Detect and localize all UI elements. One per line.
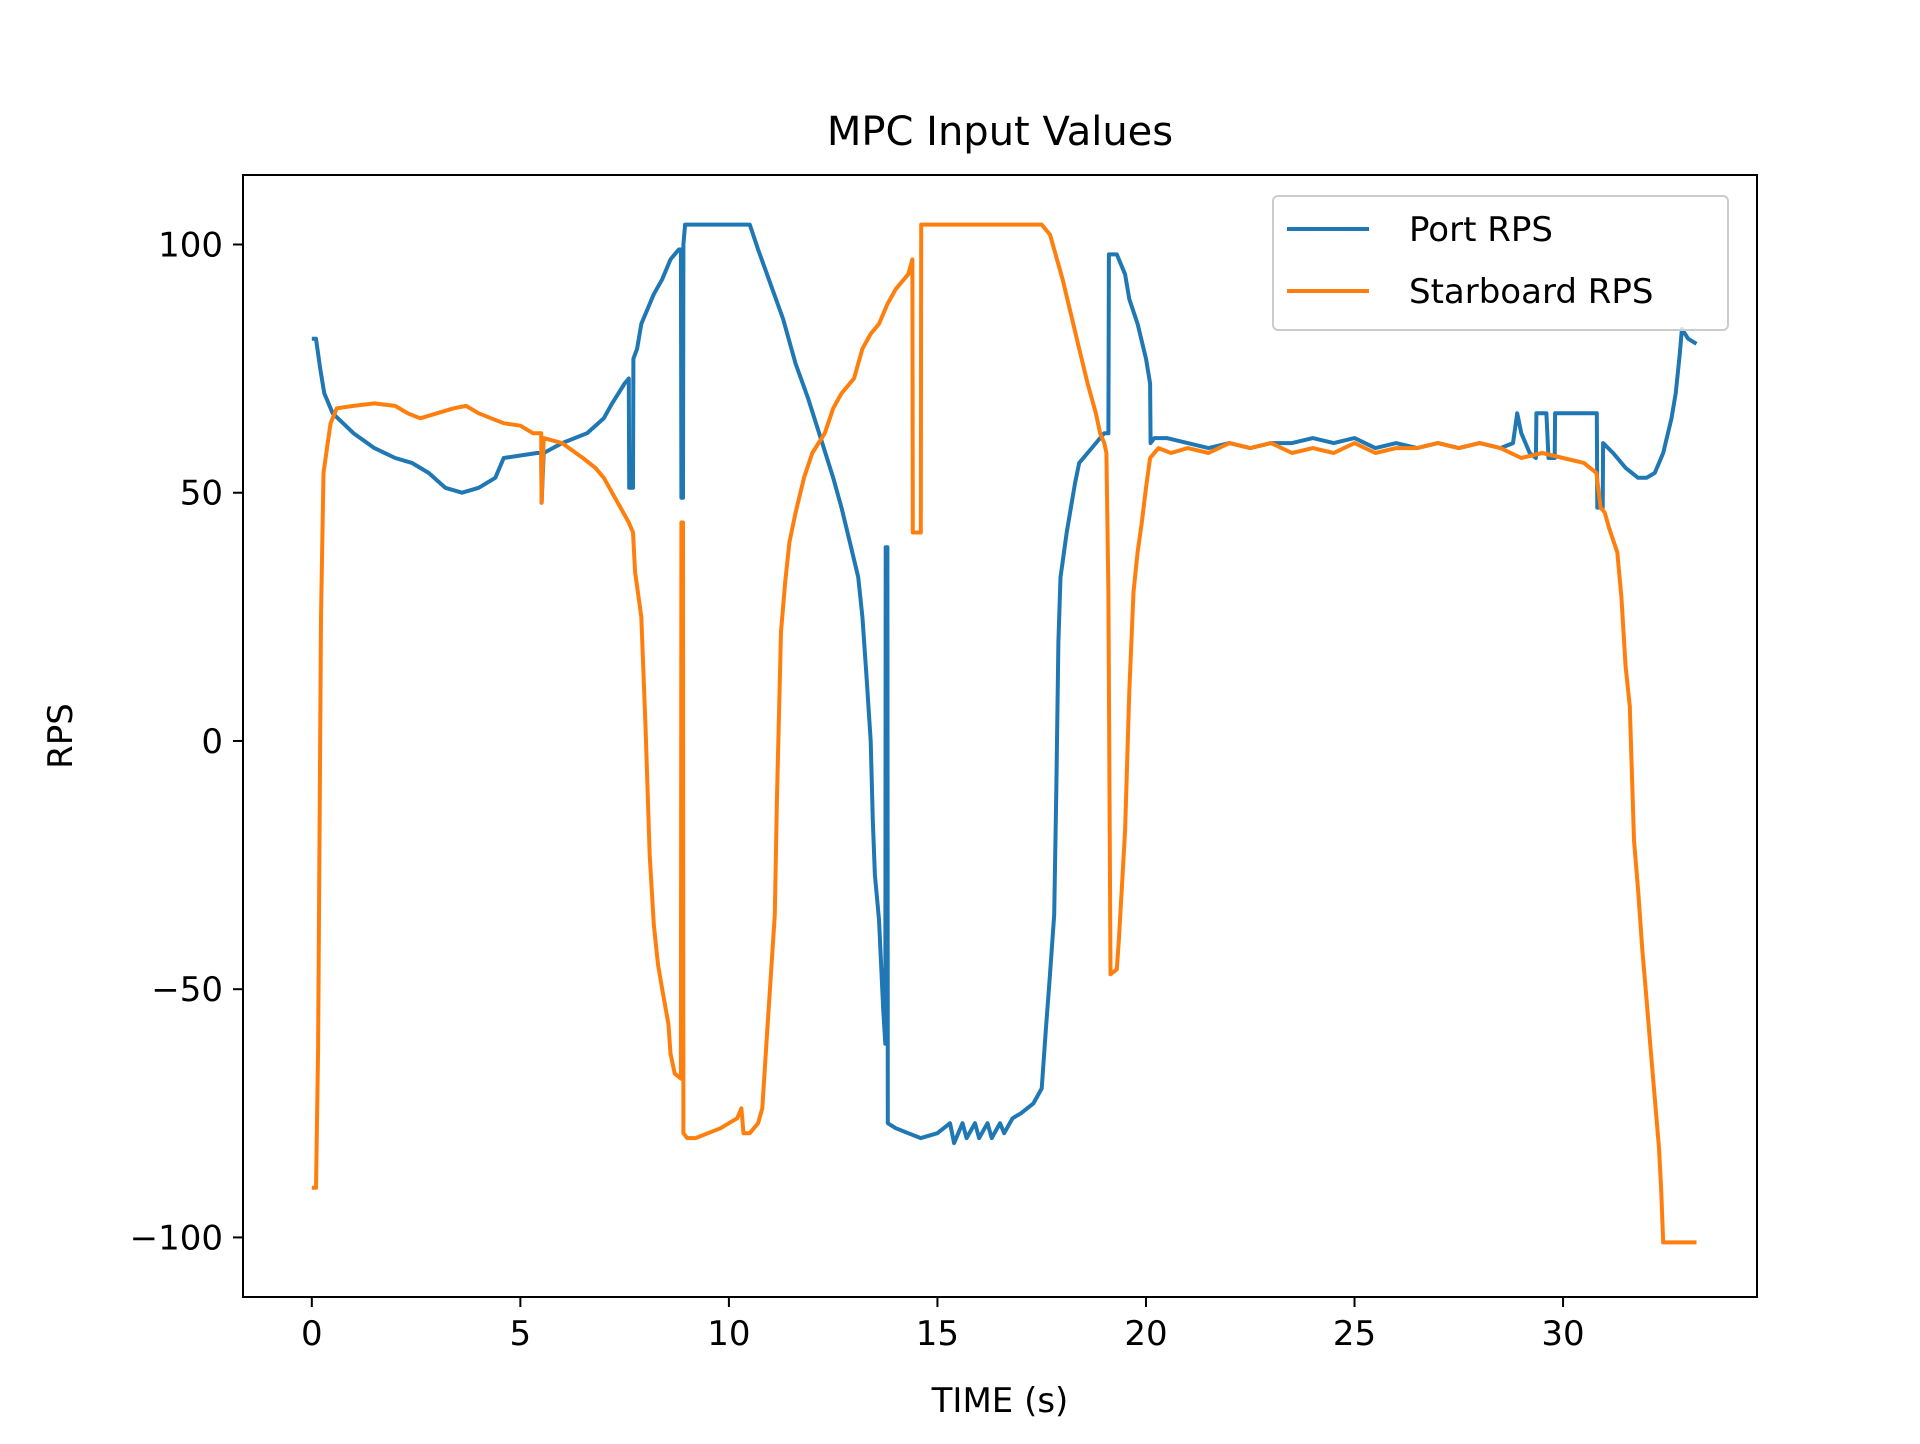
y-tick-label: 0 [201,722,223,762]
y-tick-label: 50 [180,474,223,514]
y-tick-label: −50 [151,970,223,1010]
x-tick-label: 30 [1541,1314,1584,1354]
series-line-0 [311,222,1698,1146]
series-layer [311,222,1698,1245]
y-tick-label: −100 [130,1218,223,1258]
legend-box [1272,195,1729,331]
y-axis-label: RPS [41,703,81,769]
chart-title: MPC Input Values [827,109,1173,155]
legend-label-starboard: Starboard RPS [1409,272,1653,312]
x-tick-label: 10 [707,1314,750,1354]
x-tick-label: 20 [1124,1314,1167,1354]
axes: 0 5 10 15 20 25 30 100 50 0 −50 −100 [130,174,1758,1354]
x-tick-label: 5 [510,1314,532,1354]
series-line-1 [311,222,1697,1245]
x-tick-label: 0 [301,1314,323,1354]
legend: Port RPS Starboard RPS [1272,195,1729,331]
x-axis-label: TIME (s) [931,1381,1069,1421]
y-tick-label: 100 [158,226,223,266]
plot-frame [242,174,1758,1298]
x-tick-label: 15 [916,1314,959,1354]
legend-label-port: Port RPS [1409,210,1553,250]
x-tick-label: 25 [1333,1314,1376,1354]
